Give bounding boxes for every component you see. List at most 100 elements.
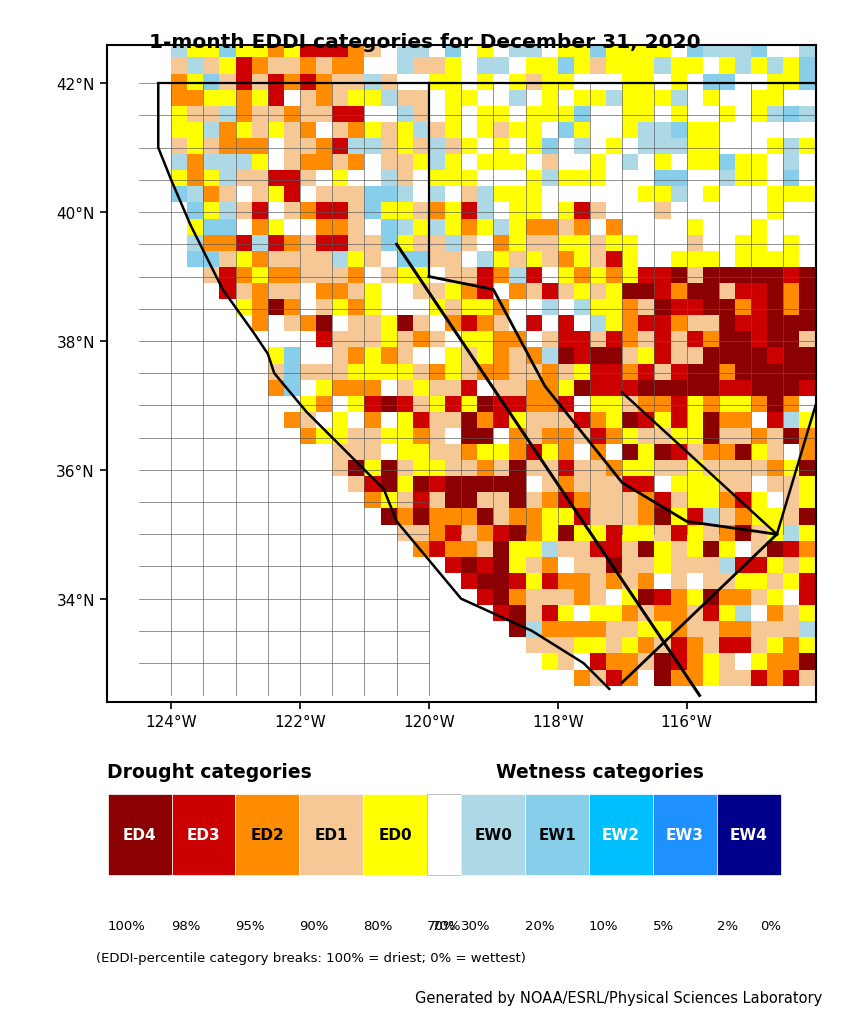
Bar [541, 219, 558, 236]
Bar [525, 493, 541, 509]
Bar [558, 429, 574, 445]
Bar [235, 219, 252, 236]
Bar [558, 219, 574, 236]
Bar [493, 380, 509, 396]
Bar [461, 268, 477, 284]
Bar [219, 268, 235, 284]
Bar [541, 139, 558, 155]
Bar [784, 122, 799, 139]
Bar [735, 509, 751, 525]
Bar [638, 171, 654, 187]
Bar [477, 396, 493, 412]
Bar [654, 348, 671, 364]
Bar [719, 75, 735, 91]
Bar [606, 252, 622, 268]
Bar [316, 155, 332, 171]
Bar [461, 75, 477, 91]
Bar [332, 187, 348, 203]
Bar [654, 380, 671, 396]
Bar [348, 284, 365, 300]
Bar [348, 461, 365, 477]
Bar [799, 396, 815, 412]
Bar [622, 557, 638, 573]
Bar [606, 622, 622, 638]
Bar [525, 445, 541, 461]
Bar [768, 670, 784, 686]
Bar [687, 445, 703, 461]
Bar [509, 75, 525, 91]
Bar [348, 171, 365, 187]
Bar [719, 268, 735, 284]
Bar [735, 493, 751, 509]
Bar [268, 332, 284, 348]
Bar [590, 300, 606, 315]
Bar [687, 654, 703, 670]
Bar [784, 509, 799, 525]
Bar [493, 332, 509, 348]
Bar [768, 42, 784, 59]
Bar [348, 477, 365, 493]
Text: EW2: EW2 [602, 827, 640, 842]
Bar [509, 300, 525, 315]
Bar [606, 364, 622, 380]
Bar [493, 541, 509, 557]
Bar [348, 155, 365, 171]
Bar [606, 300, 622, 315]
Bar [509, 477, 525, 493]
Bar [768, 348, 784, 364]
Bar [654, 541, 671, 557]
Bar [638, 364, 654, 380]
Bar [397, 139, 413, 155]
Bar [768, 622, 784, 638]
Bar [671, 622, 687, 638]
Bar [574, 252, 590, 268]
Bar [768, 59, 784, 75]
Bar [574, 300, 590, 315]
Bar [687, 364, 703, 380]
Bar [413, 42, 429, 59]
Bar [751, 654, 768, 670]
Bar [622, 219, 638, 236]
Bar [606, 380, 622, 396]
Bar [413, 59, 429, 75]
Bar [219, 42, 235, 59]
Bar [751, 155, 768, 171]
Bar [332, 364, 348, 380]
Bar [509, 525, 525, 541]
Bar [687, 42, 703, 59]
Bar [252, 252, 268, 268]
Bar [397, 315, 413, 332]
Bar [541, 300, 558, 315]
Bar [687, 284, 703, 300]
Bar [751, 139, 768, 155]
Bar [751, 42, 768, 59]
Bar [348, 396, 365, 412]
Bar [445, 509, 461, 525]
Bar [541, 364, 558, 380]
Bar [429, 412, 445, 429]
Bar [187, 106, 203, 122]
Bar [413, 380, 429, 396]
Text: 70%: 70% [432, 919, 461, 932]
Bar [525, 525, 541, 541]
Bar [235, 106, 252, 122]
Bar [381, 203, 397, 219]
Bar [284, 106, 300, 122]
Bar [268, 315, 284, 332]
Bar [574, 348, 590, 364]
Bar [300, 380, 316, 396]
Bar [799, 268, 815, 284]
Bar [638, 42, 654, 59]
Bar [461, 477, 477, 493]
Bar [719, 461, 735, 477]
Bar [606, 461, 622, 477]
Bar [381, 122, 397, 139]
Bar [558, 622, 574, 638]
Bar [108, 795, 172, 876]
Bar [606, 396, 622, 412]
Bar [558, 477, 574, 493]
Bar [751, 268, 768, 284]
Bar [429, 509, 445, 525]
Bar [381, 300, 397, 315]
Bar [461, 219, 477, 236]
